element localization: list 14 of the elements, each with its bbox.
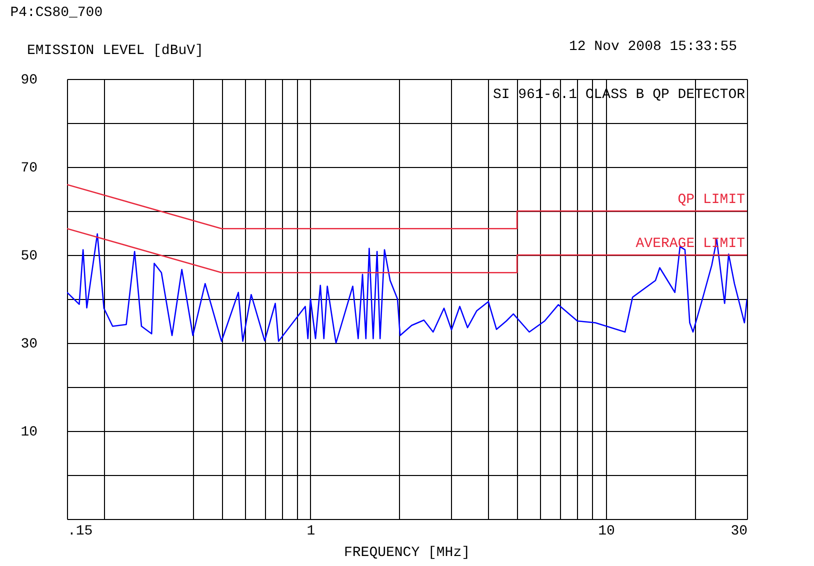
chart-title: P4:CS80_700 xyxy=(10,5,103,21)
x-tick-label: 1 xyxy=(306,524,316,540)
x-tick-label: 10 xyxy=(598,524,615,540)
y-axis-title: EMISSION LEVEL [dBuV] xyxy=(27,43,204,59)
x-tick-label: 30 xyxy=(730,524,748,540)
series-label: QP LIMIT xyxy=(678,192,745,208)
y-tick-label: 50 xyxy=(20,248,38,264)
y-tick-label: 10 xyxy=(20,424,38,440)
y-tick-label: 30 xyxy=(20,336,38,352)
text: 12 Nov 2008 15:33:55 xyxy=(568,39,737,55)
x-tick-label: .15 xyxy=(68,524,93,540)
y-tick-label: 90 xyxy=(20,72,38,88)
x-axis-title: FREQUENCY [MHz] xyxy=(344,545,470,561)
y-tick-label: 70 xyxy=(20,160,38,176)
